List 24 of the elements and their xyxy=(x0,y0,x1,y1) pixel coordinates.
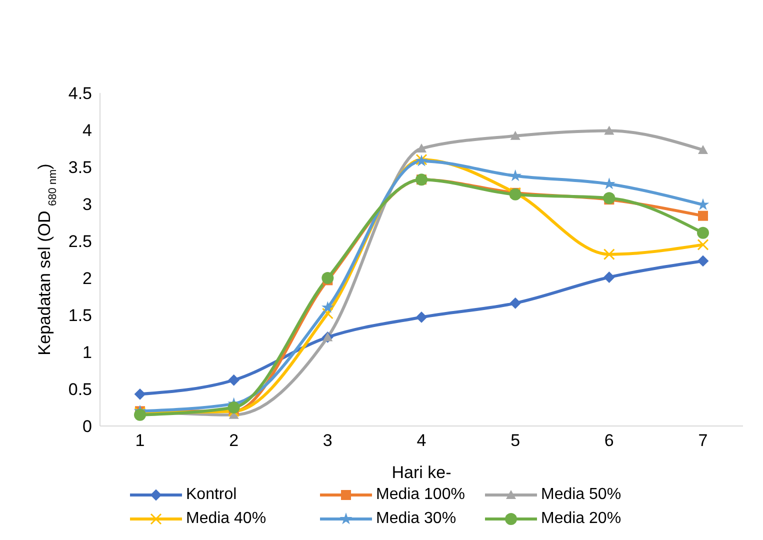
y-tick-label: 0 xyxy=(82,417,92,436)
y-tick-label: 2.5 xyxy=(68,232,92,252)
y-tick-label: 4.5 xyxy=(68,84,92,104)
legend-label: Media 20% xyxy=(541,510,622,528)
x-tick-label: 7 xyxy=(698,431,708,450)
legend-label: Media 30% xyxy=(376,510,456,528)
y-tick-label: 1.5 xyxy=(68,306,92,326)
x-axis-title: Hari ke- xyxy=(392,463,452,482)
x-tick-label: 4 xyxy=(416,431,426,450)
legend-label: Kontrol xyxy=(186,486,237,504)
legend-label: Media 50% xyxy=(541,486,622,504)
x-tick-label: 2 xyxy=(229,431,239,450)
y-tick-label: 3 xyxy=(82,195,92,214)
legend-label: Media 100% xyxy=(376,486,465,504)
x-tick-label: 5 xyxy=(510,431,520,450)
y-tick-label: 1 xyxy=(82,343,92,362)
y-tick-label: 0.5 xyxy=(68,380,92,400)
x-tick-label: 3 xyxy=(322,431,332,450)
y-tick-label: 4 xyxy=(82,121,92,140)
x-tick-label: 6 xyxy=(604,431,614,450)
y-tick-label: 3.5 xyxy=(68,158,92,178)
x-tick-label: 1 xyxy=(135,431,145,450)
legend-label: Media 40% xyxy=(186,510,266,528)
y-tick-label: 2 xyxy=(82,269,92,288)
